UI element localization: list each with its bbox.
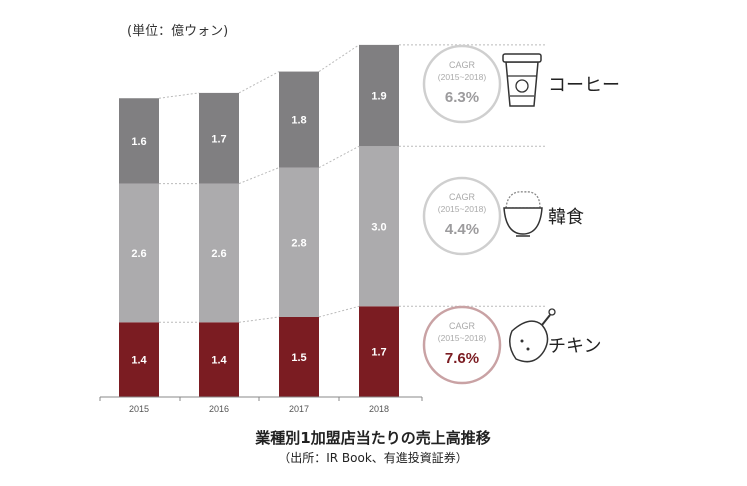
cagr-circle-korean [422,176,502,256]
cagr-value-korean: 4.4% [445,221,479,238]
bars [119,44,399,397]
chart-caption-title: 業種別1加盟店当たりの売上高推移 [254,429,490,447]
value-label-coffee-2017: 1.8 [291,115,306,127]
value-label-coffee-2015: 1.6 [131,136,146,148]
category-name-coffee: コーヒー [548,75,620,96]
cagr-group-chicken: CAGR (2015~2018) 7.6% チキン [422,305,601,385]
cagr-title-coffee: CAGR [449,60,476,70]
x-tick-label-2016: 2016 [209,404,229,414]
x-tick-label-2017: 2017 [289,404,309,414]
value-label-chicken-2017: 1.5 [291,352,306,364]
bar-korean-2015 [119,183,159,323]
cagr-period-korean: (2015~2018) [438,204,487,214]
category-name-korean: 韓食 [548,207,584,228]
value-label-korean-2018: 3.0 [371,221,386,233]
cagr-title-chicken: CAGR [449,321,476,331]
value-label-chicken-2016: 1.4 [211,355,227,367]
x-axis-labels: 2015 2016 2017 2018 [129,404,389,414]
connector-chicken-2016 [238,316,280,323]
value-label-coffee-2018: 1.9 [371,91,386,103]
connector-korean-2016 [238,167,280,185]
value-label-chicken-2015: 1.4 [131,355,147,367]
bar-coffee-2016 [199,92,239,184]
bar-korean-2016 [199,183,239,323]
value-label-korean-2016: 2.6 [211,248,226,260]
bar-chicken-2017 [279,316,319,397]
cagr-period-coffee: (2015~2018) [438,72,487,82]
cagr-group-coffee: CAGR (2015~2018) 6.3% コーヒー [422,44,620,124]
cagr-circle-coffee [422,44,502,124]
connector-coffee-2015 [158,92,200,99]
cagr-annotations: CAGR (2015~2018) 6.3% コーヒー CAGR (2015~2018) 4.… [422,44,620,385]
bar-chicken-2016 [199,322,239,397]
chart-caption-source: （出所：IR Book、有進投資証券） [278,450,468,465]
segment-value-labels: 1.4 2.6 1.6 1.4 2.6 1.7 1.5 2.8 1.8 1.7 3.0 1.9 [131,91,386,367]
chicken-icon [509,308,556,363]
connector-chicken-2017 [318,305,360,318]
bar-coffee-2018 [359,44,399,147]
bar-korean-2018 [359,146,399,307]
x-axis-ticks [99,397,423,401]
value-label-korean-2017: 2.8 [291,237,306,249]
bar-korean-2017 [279,167,319,317]
cagr-period-chicken: (2015~2018) [438,333,487,343]
cagr-circle-chicken [422,305,502,385]
bar-chicken-2018 [359,306,399,397]
cagr-value-chicken: 7.6% [445,350,479,367]
cagr-value-coffee: 6.3% [445,89,479,106]
x-tick-label-2018: 2018 [369,404,389,414]
coffee-cup-icon [502,53,542,107]
dotted-connector-lines [158,44,545,323]
cagr-group-korean: CAGR (2015~2018) 4.4% 韓食 [422,176,584,256]
bar-coffee-2017 [279,71,319,168]
x-tick-label-2015: 2015 [129,404,149,414]
value-label-coffee-2016: 1.7 [211,133,226,145]
rice-bowl-icon [503,191,543,237]
connector-coffee-2017 [318,44,360,72]
value-label-korean-2015: 2.6 [131,248,146,260]
unit-label: (単位：億ウォン) [127,23,228,39]
connector-korean-2017 [318,145,360,169]
bar-chicken-2015 [119,322,159,397]
bar-coffee-2015 [119,98,159,184]
connector-coffee-2016 [238,71,280,94]
value-label-chicken-2018: 1.7 [371,347,386,359]
cagr-title-korean: CAGR [449,192,476,202]
category-name-chicken: チキン [548,336,601,357]
